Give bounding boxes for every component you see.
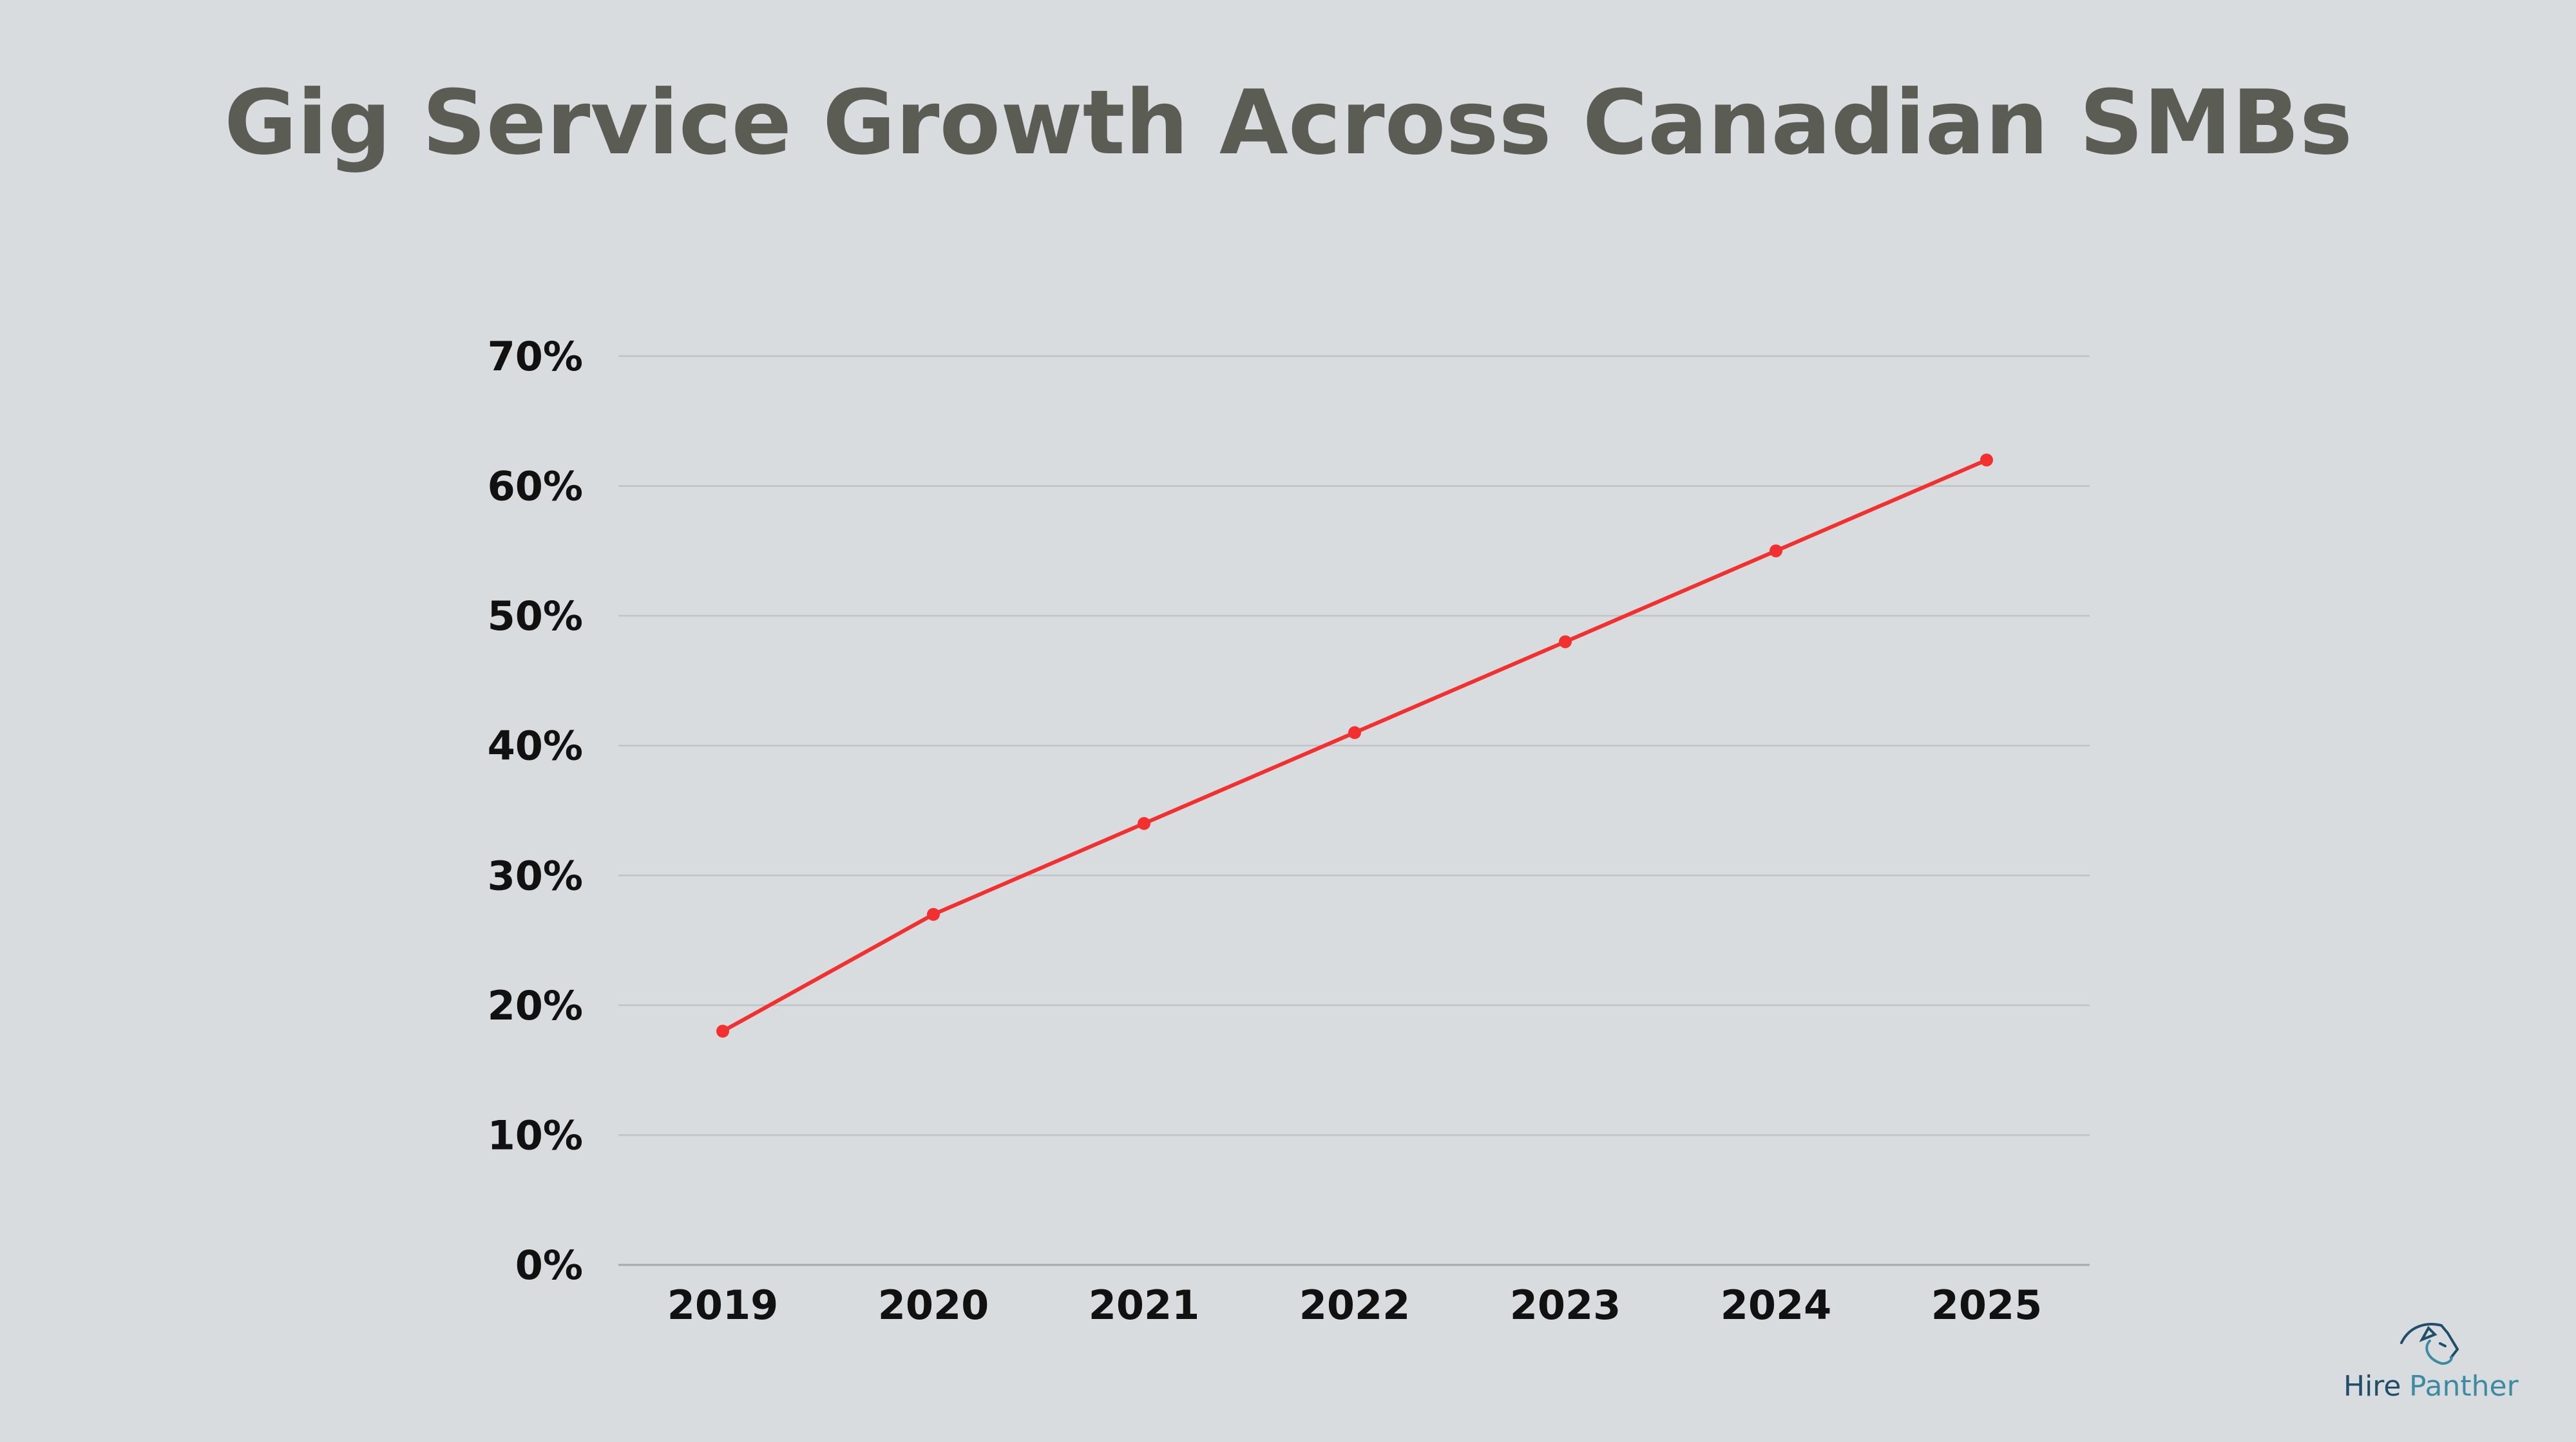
y-tick-label: 60%	[488, 463, 583, 510]
panther-head-icon	[2400, 1323, 2459, 1365]
y-tick-label: 50%	[488, 593, 583, 640]
x-tick-label: 2025	[1931, 1282, 2043, 1329]
x-tick-label: 2020	[878, 1282, 989, 1329]
y-tick-label: 70%	[488, 333, 583, 380]
y-axis-ticks: 0% 10% 20% 30% 40% 50% 60% 70%	[488, 333, 583, 1289]
y-tick-label: 20%	[488, 982, 583, 1029]
data-point	[927, 907, 940, 921]
x-tick-label: 2024	[1721, 1282, 1832, 1329]
logo-text-hire: Hire	[2343, 1370, 2401, 1403]
logo-text-panther: Panther	[2409, 1370, 2519, 1403]
data-point	[1980, 453, 1993, 467]
y-tick-label: 40%	[488, 723, 583, 770]
chart-title: Gig Service Growth Across Canadian SMBs	[224, 71, 2352, 175]
x-axis-ticks: 2019 2020 2021 2022 2023 2024 2025	[667, 1282, 2043, 1329]
data-point	[1138, 817, 1150, 830]
x-tick-label: 2023	[1510, 1282, 1621, 1329]
data-point	[1559, 635, 1572, 649]
series-line	[716, 453, 1993, 1038]
gridlines	[618, 355, 2090, 1266]
y-tick-label: 0%	[515, 1242, 583, 1289]
x-tick-label: 2021	[1089, 1282, 1200, 1329]
y-tick-label: 30%	[488, 852, 583, 899]
data-point	[1770, 544, 1782, 558]
x-tick-label: 2022	[1299, 1282, 1411, 1329]
data-point	[716, 1025, 729, 1038]
hirepanther-logo: Hire Panther	[2343, 1323, 2519, 1403]
y-tick-label: 10%	[488, 1112, 583, 1159]
data-point	[1348, 726, 1361, 739]
x-tick-label: 2019	[667, 1282, 779, 1329]
